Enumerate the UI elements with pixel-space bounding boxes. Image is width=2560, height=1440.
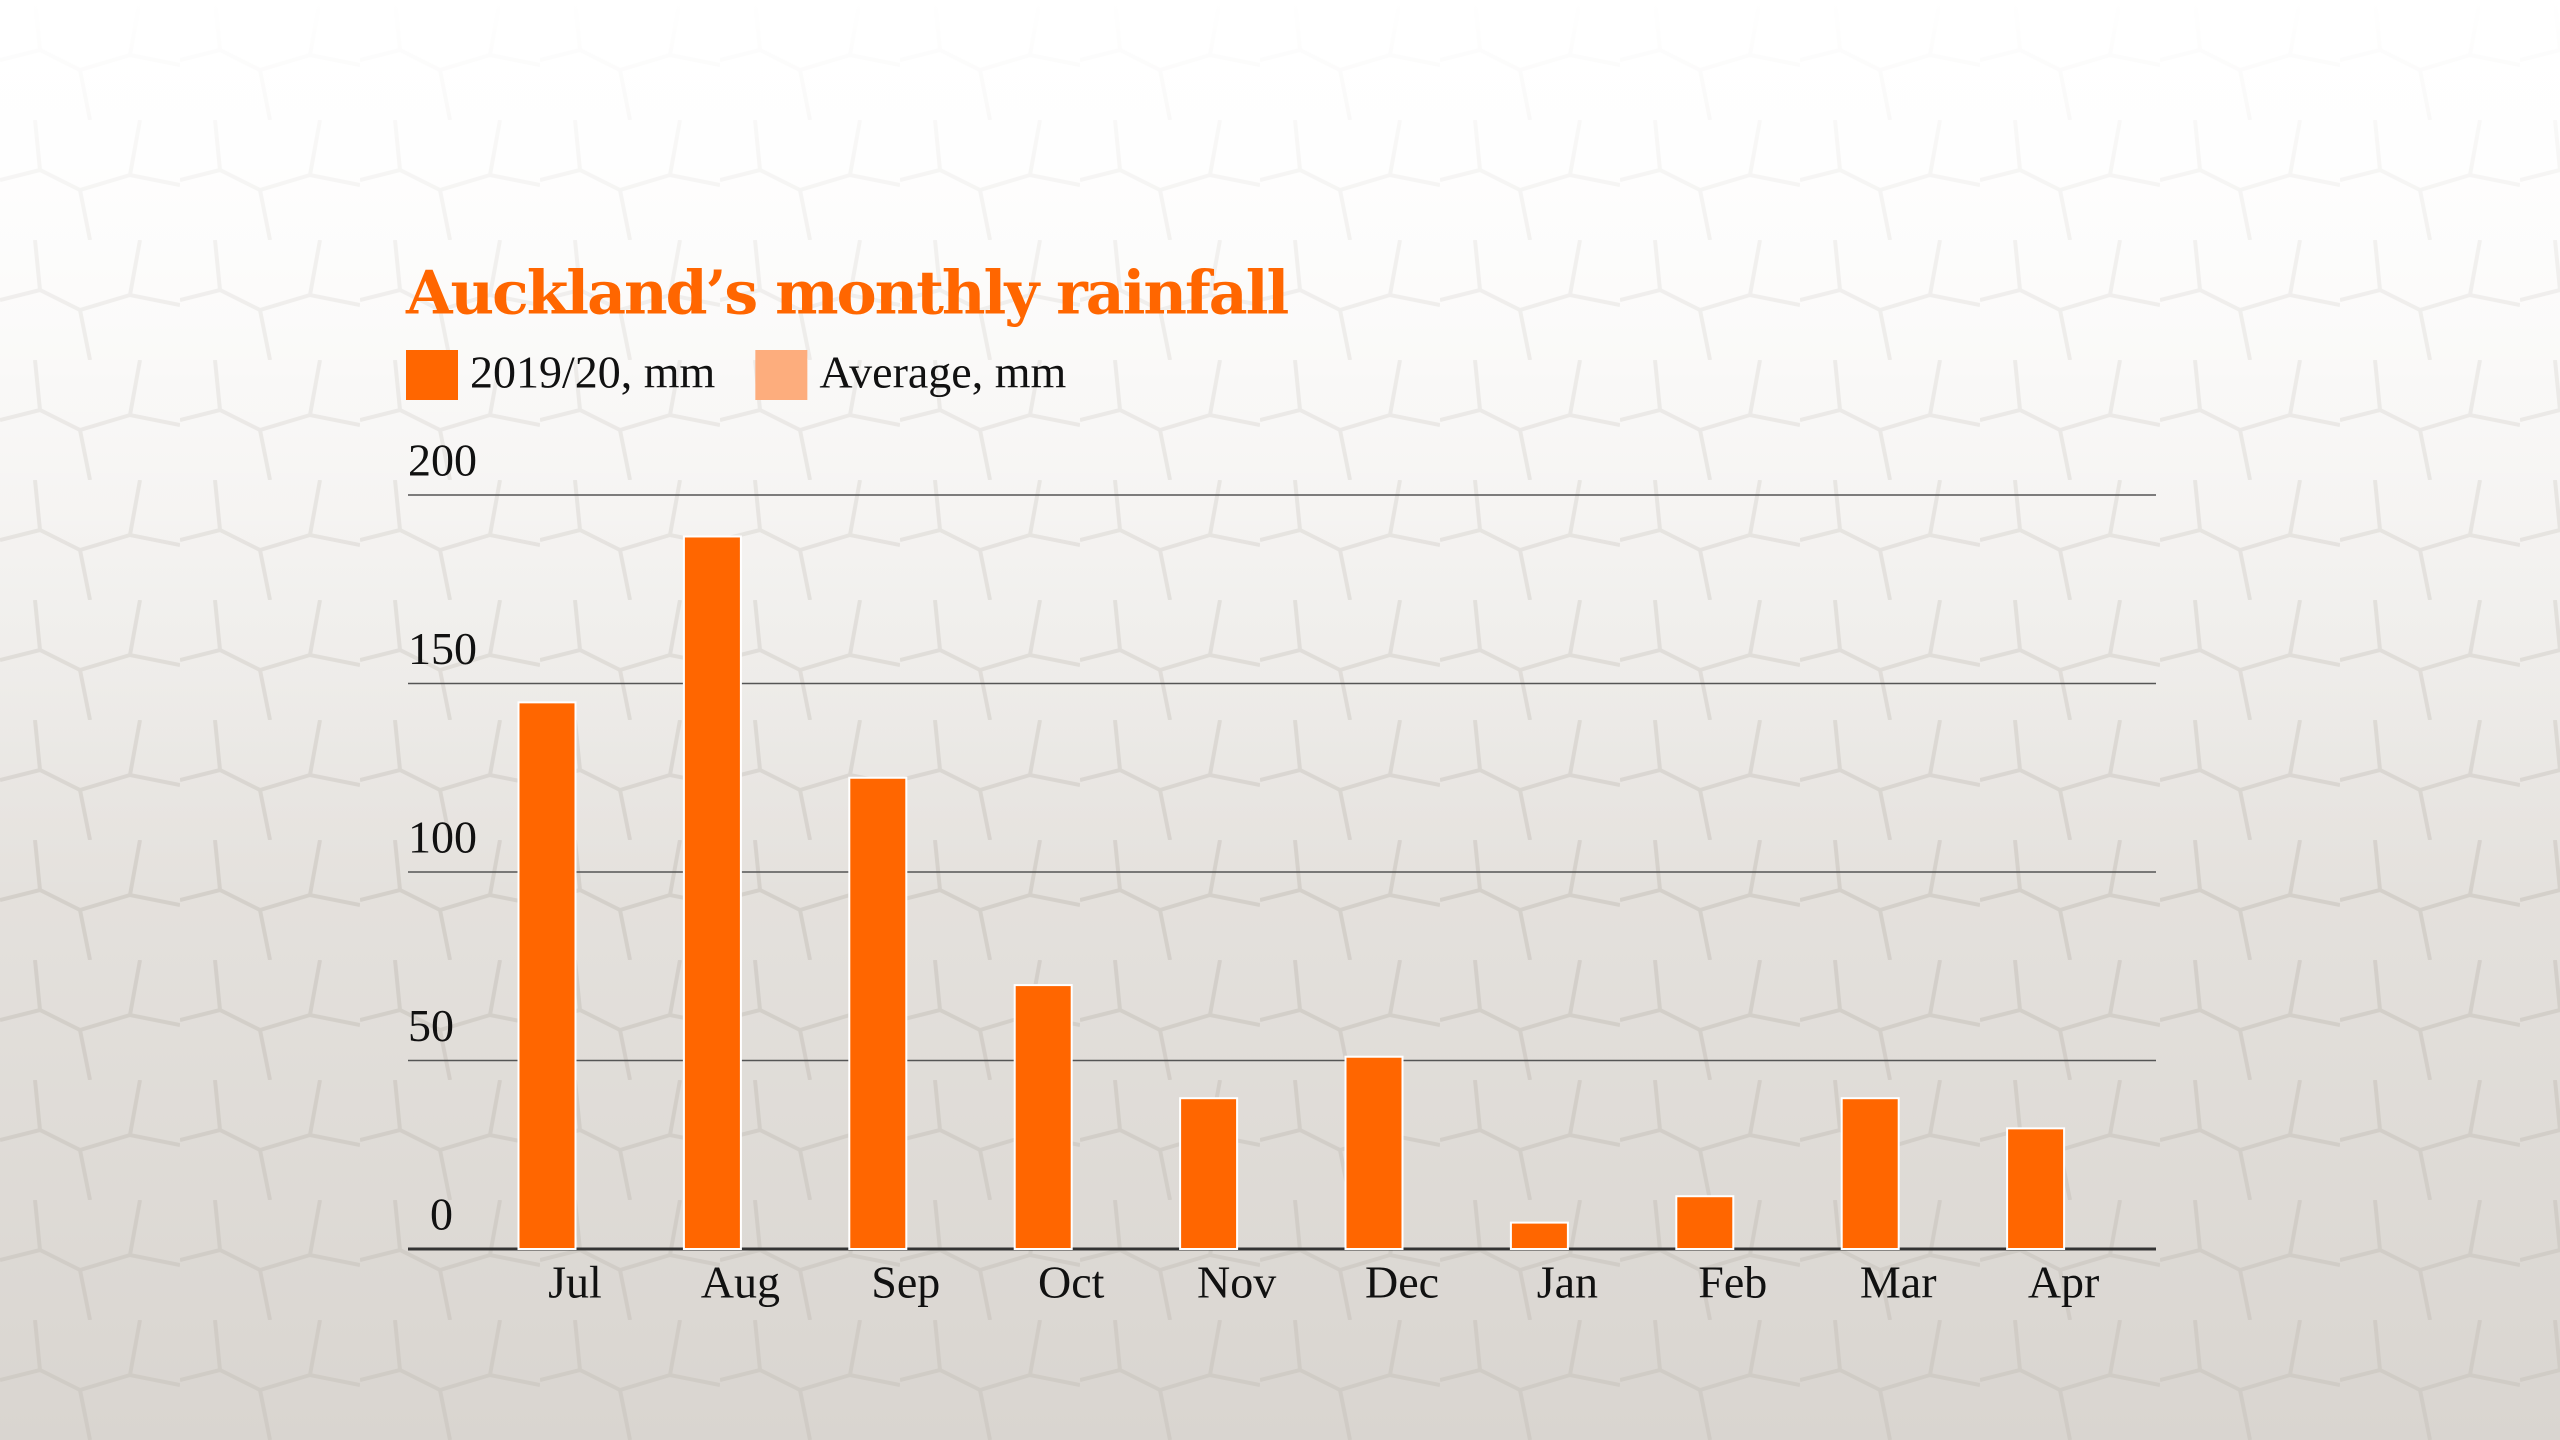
y-tick-label: 100 bbox=[408, 812, 477, 863]
bar bbox=[1509, 1221, 1569, 1250]
chart-title: Auckland’s monthly rainfall bbox=[405, 259, 1288, 329]
bar bbox=[682, 535, 742, 1250]
x-tick-label: Feb bbox=[1698, 1257, 1767, 1308]
bar bbox=[1344, 1055, 1404, 1250]
bar bbox=[1179, 1097, 1239, 1250]
y-tick-label: 50 bbox=[408, 1000, 454, 1051]
bar bbox=[1840, 1097, 1900, 1250]
y-tick-label: 200 bbox=[408, 435, 477, 486]
x-tick-label: Apr bbox=[2028, 1257, 2100, 1308]
x-tick-label: Aug bbox=[701, 1257, 780, 1308]
background-fade bbox=[0, 0, 2560, 900]
x-tick-label: Nov bbox=[1197, 1257, 1276, 1308]
legend-swatch bbox=[406, 350, 458, 400]
bar bbox=[1675, 1195, 1735, 1250]
x-tick-label: Jan bbox=[1537, 1257, 1598, 1308]
y-tick-label: 150 bbox=[408, 623, 477, 674]
x-tick-label: Sep bbox=[871, 1257, 940, 1308]
legend-label: Average, mm bbox=[819, 347, 1066, 398]
x-tick-label: Jul bbox=[548, 1257, 602, 1308]
x-tick-label: Dec bbox=[1365, 1257, 1439, 1308]
bar bbox=[848, 776, 908, 1250]
y-tick-label: 0 bbox=[430, 1189, 453, 1240]
bar bbox=[1013, 984, 1073, 1250]
x-tick-label: Mar bbox=[1860, 1257, 1937, 1308]
bar bbox=[517, 701, 577, 1250]
legend-label: 2019/20, mm bbox=[470, 347, 716, 398]
x-tick-label: Oct bbox=[1038, 1257, 1105, 1308]
bar bbox=[2006, 1127, 2066, 1250]
legend-swatch bbox=[755, 350, 808, 400]
